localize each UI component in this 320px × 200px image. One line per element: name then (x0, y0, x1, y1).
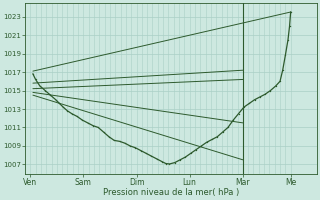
X-axis label: Pression niveau de la mer( hPa ): Pression niveau de la mer( hPa ) (103, 188, 239, 197)
